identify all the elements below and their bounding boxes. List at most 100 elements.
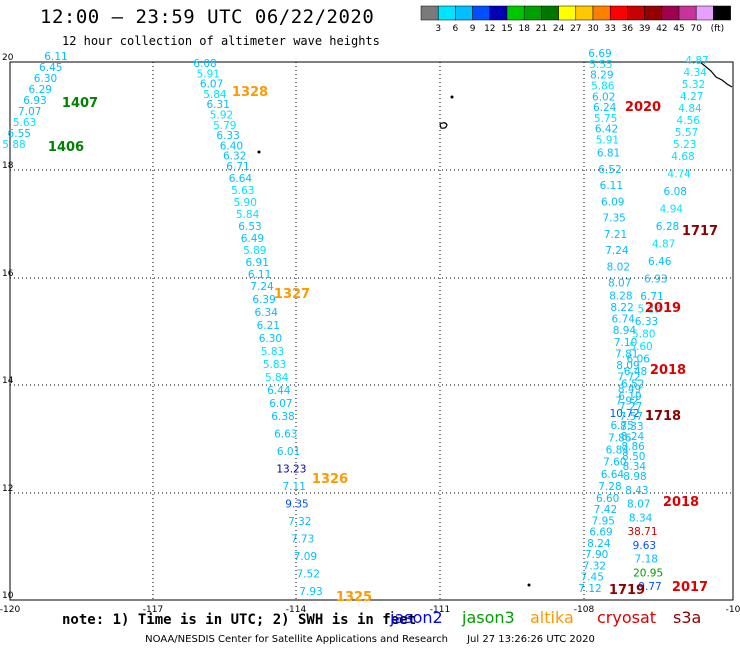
swh-value: 5.90 [234, 197, 257, 209]
swh-value: 6.71 [226, 161, 249, 173]
swh-value: 6.30 [259, 333, 282, 345]
swh-value: 5.23 [638, 304, 661, 316]
swh-value: 7.12 [578, 583, 601, 595]
colorbar-label: 3 [435, 24, 441, 34]
swh-value: 8.02 [607, 261, 630, 273]
swh-value: 6.38 [271, 411, 294, 423]
footer-credit: NOAA/NESDIS Center for Satellite Applica… [145, 634, 449, 645]
colorbar-label: 24 [553, 24, 565, 34]
swh-value: 5.55 [589, 59, 612, 71]
swh-value: 7.10 [614, 337, 637, 349]
swh-value: 4.56 [677, 115, 701, 127]
pass-label: 2017 [672, 580, 708, 595]
page-title: 12:00 – 23:59 UTC 06/22/2020 [40, 6, 375, 28]
swh-value: 4.87 [685, 55, 708, 67]
swh-value: 4.27 [680, 91, 703, 103]
swh-value: 6.42 [595, 124, 618, 136]
swh-value: 8.24 [587, 538, 611, 550]
y-tick-label: 14 [2, 376, 14, 386]
colorbar-label: 33 [604, 24, 615, 34]
swh-value: 7.93 [299, 586, 322, 598]
colorbar-label: 27 [570, 24, 581, 34]
swh-value: 38.71 [627, 526, 657, 538]
swh-value: 7.73 [291, 534, 314, 546]
swh-value: 6.46 [648, 256, 672, 268]
swh-value: 8.49 [618, 383, 641, 395]
swh-value: 5.83 [263, 359, 286, 371]
swh-value: 7.72 [617, 372, 640, 384]
legend-cryosat: cryosat [597, 608, 657, 627]
swh-value: 6.39 [252, 294, 275, 306]
swh-value: 8.07 [627, 499, 650, 511]
swh-value: 6.01 [277, 446, 300, 458]
swh-value: 7.57 [620, 411, 643, 423]
swh-value: 6.60 [596, 493, 619, 505]
swh-value: 8.43 [625, 485, 648, 497]
swh-value: 4.87 [652, 239, 675, 251]
colorbar-label: 15 [501, 24, 512, 34]
y-tick-label: 10 [2, 591, 14, 601]
x-tick-label: -10 [726, 605, 740, 615]
swh-value: 6.71 [640, 291, 663, 303]
pass-label: 1327 [274, 287, 310, 302]
pass-label: 1407 [62, 96, 98, 111]
swh-value: 6.24 [593, 102, 617, 114]
colorbar-label: 12 [484, 24, 495, 34]
swh-value: 6.53 [238, 221, 261, 233]
swh-value: 6.93 [23, 95, 46, 107]
map-grid [9, 61, 734, 601]
swh-value: 5.91 [596, 135, 619, 147]
swh-value: 6.52 [621, 379, 644, 391]
swh-value: 7.21 [604, 229, 627, 241]
swh-value: 8.09 [616, 360, 639, 372]
swh-value: 6.32 [223, 151, 246, 163]
swh-value: 13.23 [276, 464, 306, 476]
pass-label: 1406 [48, 140, 84, 155]
colorbar-unit: (ft) [711, 24, 725, 34]
pass-label: 2018 [650, 363, 686, 378]
legend-altika: altika [530, 608, 574, 627]
swh-value: 6.91 [246, 257, 269, 269]
swh-value: 6.48 [624, 366, 647, 378]
colorbar-label: 30 [587, 24, 599, 34]
swh-value: 5.88 [2, 139, 25, 151]
swh-value: 6.69 [588, 48, 611, 60]
swh-value: 6.11 [600, 180, 623, 192]
swh-value: 5.84 [236, 209, 260, 221]
altimeter-tracks: 6.116.456.306.296.937.075.636.555.886.08… [2, 48, 708, 598]
map-frame [9, 61, 734, 601]
swh-value: 5.83 [261, 346, 284, 358]
swh-value: 6.49 [241, 233, 264, 245]
swh-value: 5.75 [594, 113, 617, 125]
swh-value: 4.68 [671, 151, 694, 163]
swh-value: 7.27 [619, 401, 642, 413]
swh-value: 9.63 [633, 540, 656, 552]
swh-value: 7.32 [288, 516, 311, 528]
pass-label: 1325 [336, 590, 372, 605]
pass-label: 2019 [645, 301, 681, 316]
pass-label: 1719 [609, 583, 645, 598]
swh-value: 6.07 [269, 398, 292, 410]
swh-value: 9.35 [285, 499, 308, 511]
swh-value: 7.86 [608, 432, 632, 444]
swh-value: 7.60 [603, 457, 626, 469]
swh-value: 8.98 [623, 471, 646, 483]
swh-value: 7.24 [250, 281, 274, 293]
swh-value: 6.44 [267, 385, 291, 397]
island-dot [527, 583, 531, 587]
legend-jason2: jason2 [390, 608, 443, 627]
swh-value: 8.28 [609, 290, 632, 302]
swh-value: 6.69 [589, 527, 612, 539]
colorbar-swatch [713, 5, 731, 21]
swh-value: 6.29 [29, 84, 52, 96]
colorbar-label: 70 [690, 24, 702, 34]
swh-value: 6.84 [606, 444, 630, 456]
footer-timestamp: Jul 27 13:26:26 UTC 2020 [467, 634, 595, 645]
swh-value: 8.22 [610, 302, 633, 314]
swh-value: 6.93 [644, 274, 667, 286]
swh-value: 5.84 [265, 372, 289, 384]
swh-value: 5.79 [213, 120, 236, 132]
swh-value: 10.72 [610, 408, 640, 420]
